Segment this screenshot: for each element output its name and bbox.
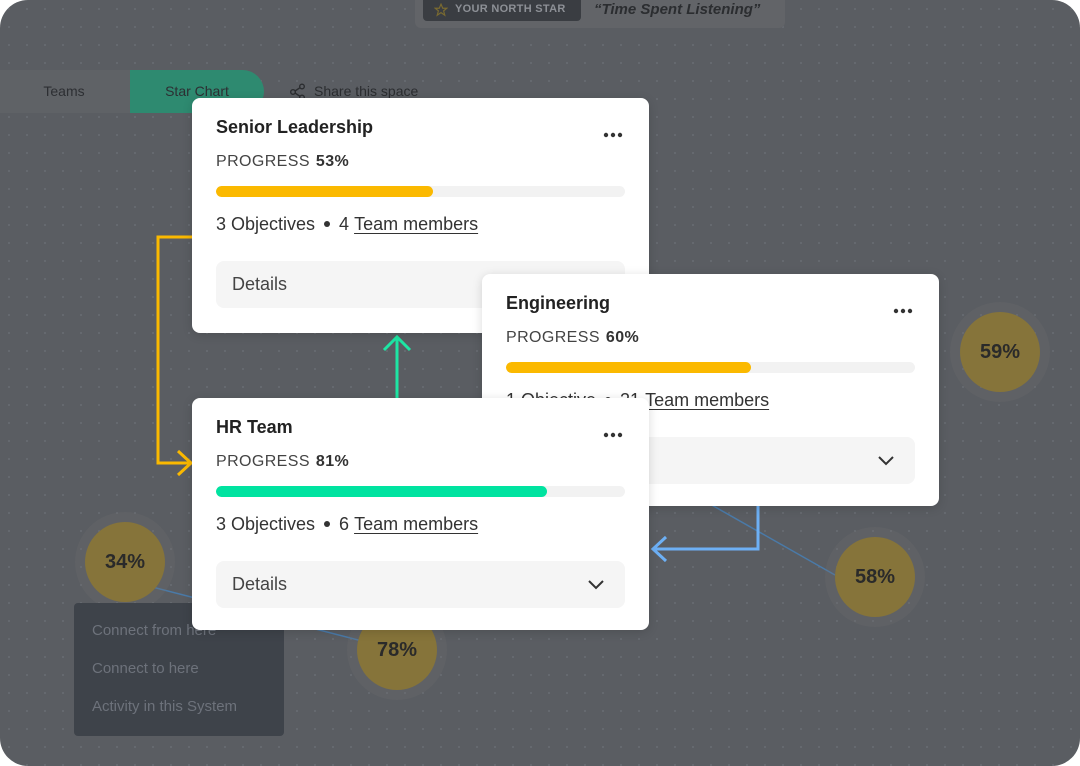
share-link[interactable]: Share this space (314, 83, 419, 99)
menu-item[interactable]: Connect from here (92, 622, 217, 639)
card-menu[interactable] (893, 301, 913, 319)
progress-heading: PROGRESS (216, 453, 310, 470)
progress-value: 81% (315, 453, 350, 470)
tab[interactable]: Teams (43, 83, 85, 99)
card-title: Engineering (506, 293, 611, 313)
card-meta: 3 Objectives 4 Team members (216, 214, 478, 235)
node[interactable]: 58% (835, 537, 915, 617)
chevron (587, 578, 605, 596)
progress-bar (216, 186, 433, 197)
objectives: 3 Objectives (216, 214, 316, 234)
progress-bar (506, 362, 752, 373)
node[interactable]: 59% (960, 312, 1040, 392)
menu-item[interactable]: Connect to here (92, 660, 199, 677)
separator (324, 521, 331, 527)
progress-text: PROGRESS 60% (506, 329, 639, 347)
node[interactable]: 34% (85, 522, 165, 602)
card-menu[interactable] (603, 425, 623, 443)
progress-heading: PROGRESS (506, 329, 600, 346)
member-count: 4 (339, 214, 350, 234)
progress-text: PROGRESS 53% (216, 153, 349, 171)
north-star-text: “Time Spent Listening” (594, 1, 761, 18)
member-count: 6 (339, 514, 350, 534)
separator (324, 221, 331, 227)
progress-bar (216, 486, 548, 497)
progress-value: 60% (605, 329, 640, 346)
card-menu[interactable] (603, 125, 623, 143)
progress-track (506, 362, 915, 373)
progress-text: PROGRESS 81% (216, 453, 349, 471)
card-title: Senior Leadership (216, 117, 374, 137)
share-icon[interactable] (289, 83, 307, 101)
progress-track (216, 186, 625, 197)
star-icon (434, 3, 448, 17)
details-label: Details (232, 274, 288, 294)
progress-track (216, 486, 625, 497)
card-meta: 3 Objectives 6 Team members (216, 514, 478, 535)
members-link[interactable]: Team members (645, 390, 770, 410)
objectives: 3 Objectives (216, 514, 316, 534)
details-label: Details (232, 574, 288, 594)
badge-text: YOUR NORTH STAR (455, 3, 566, 15)
team-card: HR Team PROGRESS 81% 3 Objectives 6 Team memb… (192, 398, 649, 630)
chevron (877, 454, 895, 472)
details-toggle[interactable]: Details (216, 561, 625, 608)
progress-value: 53% (315, 153, 350, 170)
members-link[interactable]: Team members (354, 214, 479, 234)
menu-item[interactable]: Activity in this System (92, 698, 238, 715)
progress-heading: PROGRESS (216, 153, 310, 170)
members-link[interactable]: Team members (354, 514, 479, 534)
north-star-badge: YOUR NORTH STAR (423, 0, 581, 21)
card-title: HR Team (216, 417, 293, 437)
